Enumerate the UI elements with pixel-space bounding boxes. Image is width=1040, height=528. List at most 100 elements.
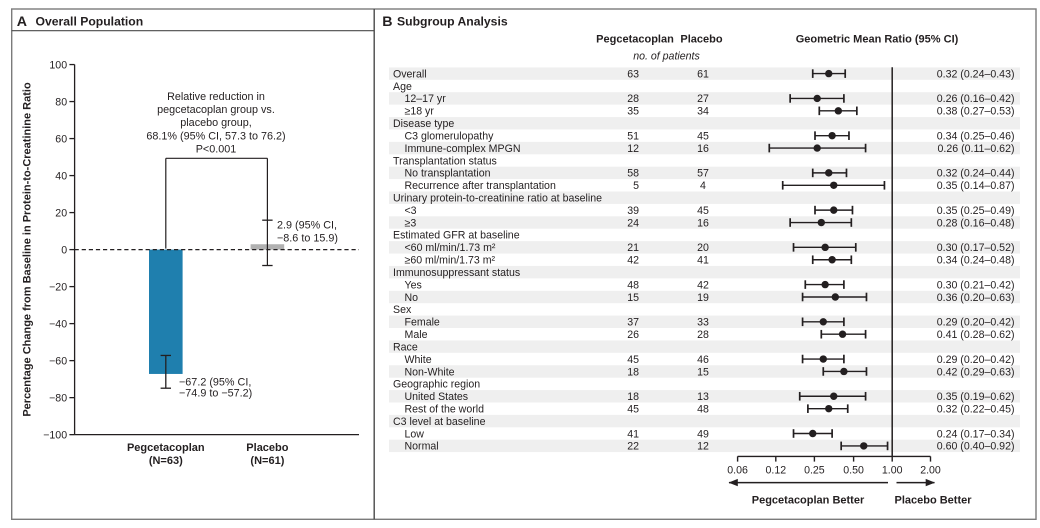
svg-text:0.24 (0.17–0.34): 0.24 (0.17–0.34) [937,428,1015,440]
svg-text:Female: Female [405,317,440,329]
svg-text:39: 39 [627,205,639,217]
svg-text:12: 12 [627,143,639,155]
svg-text:no. of patients: no. of patients [633,51,700,63]
svg-text:United States: United States [405,391,469,403]
svg-text:0.29 (0.20–0.42): 0.29 (0.20–0.42) [937,354,1015,366]
svg-text:−20: −20 [49,281,67,293]
svg-text:12: 12 [697,441,709,453]
svg-text:45: 45 [627,403,639,415]
svg-text:Subgroup Analysis: Subgroup Analysis [397,15,508,29]
svg-text:<60 ml/min/1.73 m²: <60 ml/min/1.73 m² [405,242,496,254]
svg-text:(N=61): (N=61) [250,455,284,467]
svg-text:28: 28 [697,329,709,341]
svg-text:0.41 (0.28–0.62): 0.41 (0.28–0.62) [937,329,1015,341]
svg-text:33: 33 [697,317,709,329]
svg-text:0: 0 [61,244,67,256]
svg-text:0.60 (0.40–0.92): 0.60 (0.40–0.92) [937,441,1015,453]
svg-text:≥60 ml/min/1.73 m²: ≥60 ml/min/1.73 m² [405,255,496,267]
svg-text:26: 26 [627,329,639,341]
svg-text:0.26 (0.11–0.62): 0.26 (0.11–0.62) [938,143,1015,155]
svg-text:0.50: 0.50 [843,464,864,476]
svg-text:C3 level at baseline: C3 level at baseline [393,416,486,428]
svg-text:No: No [405,292,419,304]
svg-text:58: 58 [627,168,639,180]
svg-text:45: 45 [697,205,709,217]
svg-text:A: A [17,14,27,30]
svg-text:Relative reduction in: Relative reduction in [167,91,265,103]
svg-text:0.30 (0.17–0.52): 0.30 (0.17–0.52) [937,242,1015,254]
svg-text:63: 63 [627,68,639,80]
svg-text:34: 34 [697,106,709,118]
svg-text:Normal: Normal [405,441,439,453]
svg-text:0.34 (0.25–0.46): 0.34 (0.25–0.46) [937,130,1015,142]
svg-text:Pegcetacoplan: Pegcetacoplan [127,442,205,454]
svg-text:Immune-complex MPGN: Immune-complex MPGN [405,143,521,155]
svg-text:0.12: 0.12 [765,464,786,476]
svg-text:80: 80 [55,96,67,108]
svg-text:pegcetacoplan group vs.: pegcetacoplan group vs. [157,104,275,116]
svg-text:Rest of the world: Rest of the world [405,403,485,415]
svg-text:−40: −40 [49,318,67,330]
svg-text:Pegcetacoplan Better: Pegcetacoplan Better [752,495,865,507]
svg-text:placebo group,: placebo group, [180,117,251,129]
svg-text:Estimated GFR at baseline: Estimated GFR at baseline [393,230,520,242]
svg-text:0.25: 0.25 [804,464,825,476]
svg-text:19: 19 [697,292,709,304]
svg-text:28: 28 [627,93,639,105]
svg-text:20: 20 [697,242,709,254]
svg-text:16: 16 [697,217,709,229]
svg-text:20: 20 [55,207,67,219]
svg-text:Disease type: Disease type [393,118,454,130]
svg-text:15: 15 [697,366,709,378]
svg-text:(N=63): (N=63) [149,455,183,467]
svg-text:White: White [405,354,432,366]
svg-text:0.35 (0.25–0.49): 0.35 (0.25–0.49) [937,205,1015,217]
svg-text:2.9 (95% CI,: 2.9 (95% CI, [277,219,337,231]
svg-text:Percentage Change from Baselin: Percentage Change from Baseline in Prote… [22,82,34,417]
svg-text:48: 48 [627,279,639,291]
svg-text:68.1% (95% CI, 57.3 to 76.2): 68.1% (95% CI, 57.3 to 76.2) [146,130,285,142]
svg-text:57: 57 [697,168,709,180]
svg-text:−60: −60 [49,355,67,367]
svg-text:0.34 (0.24–0.48): 0.34 (0.24–0.48) [937,255,1015,267]
svg-text:18: 18 [627,366,639,378]
svg-text:Pegcetacoplan: Pegcetacoplan [596,33,674,45]
svg-text:≥18 yr: ≥18 yr [405,106,435,118]
svg-text:Overall Population: Overall Population [36,15,144,29]
svg-text:5: 5 [633,180,639,192]
svg-text:46: 46 [697,354,709,366]
svg-text:100: 100 [49,59,67,71]
svg-text:40: 40 [55,170,67,182]
svg-text:0.29 (0.20–0.42): 0.29 (0.20–0.42) [937,317,1015,329]
svg-text:12–17 yr: 12–17 yr [405,93,447,105]
svg-text:Yes: Yes [405,279,422,291]
svg-text:−74.9 to −57.2): −74.9 to −57.2) [179,388,252,400]
svg-text:22: 22 [627,441,639,453]
svg-text:Placebo: Placebo [246,442,288,454]
svg-text:Sex: Sex [393,304,412,316]
svg-text:Placebo Better: Placebo Better [894,495,972,507]
svg-text:B: B [382,14,392,30]
svg-text:−80: −80 [49,392,67,404]
svg-text:0.32 (0.22–0.45): 0.32 (0.22–0.45) [937,403,1015,415]
svg-text:0.32 (0.24–0.44): 0.32 (0.24–0.44) [937,168,1015,180]
svg-text:2.00: 2.00 [920,464,941,476]
svg-text:−67.2 (95% CI,: −67.2 (95% CI, [179,377,251,389]
svg-text:42: 42 [697,279,709,291]
svg-text:0.06: 0.06 [727,464,748,476]
svg-text:0.38 (0.27–0.53): 0.38 (0.27–0.53) [937,106,1015,118]
svg-text:45: 45 [697,130,709,142]
svg-text:Race: Race [393,341,418,353]
svg-text:13: 13 [697,391,709,403]
svg-text:0.36 (0.20–0.63): 0.36 (0.20–0.63) [937,292,1015,304]
svg-text:0.32 (0.24–0.43): 0.32 (0.24–0.43) [937,68,1015,80]
svg-text:C3 glomerulopathy: C3 glomerulopathy [405,130,495,142]
svg-text:−100: −100 [43,429,67,441]
svg-text:P<0.001: P<0.001 [196,144,237,156]
svg-text:Male: Male [405,329,428,341]
svg-text:41: 41 [697,255,709,267]
svg-text:41: 41 [627,428,639,440]
svg-text:−8.6 to 15.9): −8.6 to 15.9) [277,232,338,244]
svg-text:48: 48 [697,403,709,415]
svg-text:18: 18 [627,391,639,403]
